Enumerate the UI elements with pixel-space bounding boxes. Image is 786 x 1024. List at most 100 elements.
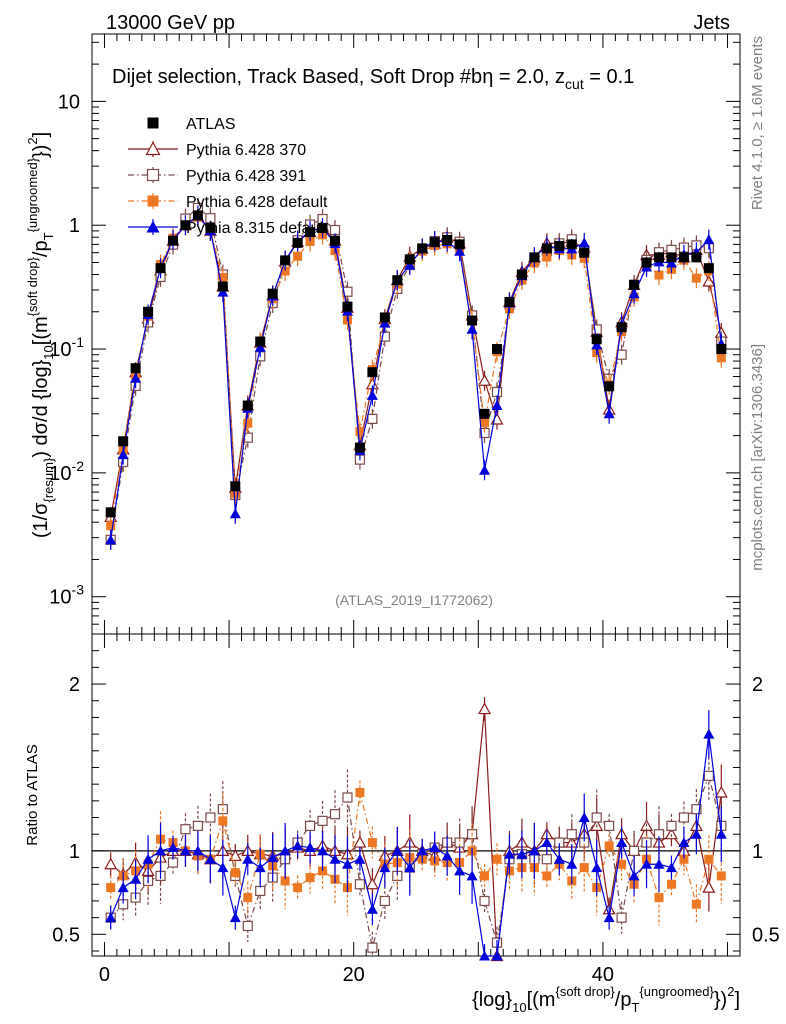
legend-marker (146, 168, 160, 182)
ratio-point (367, 942, 378, 953)
ratio-point (342, 792, 353, 803)
ratio-y-axis-label: Ratio to ATLAS (24, 744, 41, 845)
ratio-point (267, 852, 279, 863)
data-point (716, 353, 726, 363)
data-point (491, 400, 503, 411)
data-point (130, 372, 142, 383)
ratio-tick-label: 2 (69, 674, 80, 696)
source-label: mcplots.cern.ch [arXiv:1306.3436] (749, 344, 766, 571)
ratio-point (105, 912, 117, 923)
ratio-point (180, 824, 191, 835)
data-point (716, 344, 727, 355)
data-point (379, 312, 390, 323)
ratio-point (691, 804, 702, 815)
ratio-point (155, 845, 167, 856)
data-point (379, 317, 391, 328)
data-point (330, 235, 340, 246)
data-point (130, 363, 141, 374)
data-point (479, 464, 491, 475)
data-point (293, 251, 303, 261)
ratio-point (255, 885, 266, 897)
data-point (591, 339, 603, 350)
data-point (665, 257, 677, 268)
ratio-panel-frame (91, 633, 741, 957)
ratio-point (416, 845, 428, 856)
data-point (579, 247, 590, 258)
data-point (703, 234, 715, 245)
data-point (417, 243, 428, 254)
ratio-point (690, 828, 702, 839)
ratio-point (218, 816, 228, 826)
ratio-point (666, 879, 676, 889)
ratio-point (479, 895, 490, 907)
ratio-point (192, 820, 204, 831)
data-point (554, 240, 565, 251)
ratio-point (491, 950, 503, 961)
legend: ATLAS Pythia 6.428 370 Pythia 6.428 391 Pyt… (128, 116, 328, 237)
ratio-point (365, 877, 379, 890)
data-point (628, 288, 640, 299)
data-point (305, 227, 316, 238)
ratio-point (666, 820, 677, 831)
ratio-axes: 0 20 40 2 2 1 1 0.5 0.5 (52, 634, 780, 986)
data-point (305, 236, 315, 246)
chart-title: Dijet selection, Track Based, Soft Drop … (112, 66, 634, 92)
ratio-point (678, 837, 690, 848)
ratio-tick-label: 1 (69, 841, 80, 863)
ratio-point (242, 920, 253, 932)
data-point (654, 252, 664, 263)
ratio-point (664, 827, 678, 840)
y-tick-label: 10-3 (49, 582, 84, 609)
ratio-point (217, 862, 229, 873)
ratio-point (280, 876, 290, 886)
ratio-point (104, 857, 118, 870)
data-point (641, 257, 652, 268)
x-axis-label: {log}10[(m{soft drop}/pT{ungroomed}})2] (472, 984, 740, 1015)
ratio-point (379, 895, 390, 907)
ratio-point (130, 873, 142, 884)
data-point (516, 269, 527, 280)
data-point (404, 259, 416, 270)
data-point (666, 252, 677, 263)
ratio-point (292, 840, 304, 851)
ratio-point (142, 853, 154, 864)
y-tick-label: 10-2 (49, 458, 84, 485)
data-point (267, 288, 278, 299)
data-point (591, 334, 602, 345)
data-point (702, 274, 716, 287)
ratio-point (665, 862, 677, 873)
ratio-point (702, 880, 716, 893)
data-point (355, 426, 365, 436)
ratio-point (591, 812, 602, 823)
data-point (367, 413, 378, 424)
data-point (616, 349, 627, 360)
ratio-point (604, 841, 614, 851)
ratio-point (679, 854, 689, 864)
data-point (591, 324, 602, 335)
series-line (110, 214, 722, 540)
x-tick-label: 0 (99, 964, 110, 986)
data-point (478, 373, 492, 386)
data-point (541, 243, 552, 254)
ratio-point (254, 862, 266, 873)
data-point (579, 253, 589, 263)
ratio-point (553, 853, 565, 864)
data-point (504, 296, 515, 307)
main-plot-area (104, 197, 728, 550)
data-point (243, 418, 253, 428)
data-point (654, 270, 664, 280)
data-point (566, 239, 577, 250)
data-point (155, 263, 166, 274)
ratio-point (617, 859, 627, 869)
data-point (491, 386, 503, 398)
series-line (110, 216, 722, 526)
ratio-point (293, 883, 303, 893)
legend-label: Pythia 8.315 default (186, 220, 328, 237)
ratio-point (341, 858, 353, 869)
ratio-point (641, 858, 653, 869)
data-point (106, 521, 116, 531)
ratio-point (230, 868, 240, 878)
energy-label: 13000 GeV pp (106, 12, 235, 34)
y-tick-label: 10 (58, 91, 80, 113)
